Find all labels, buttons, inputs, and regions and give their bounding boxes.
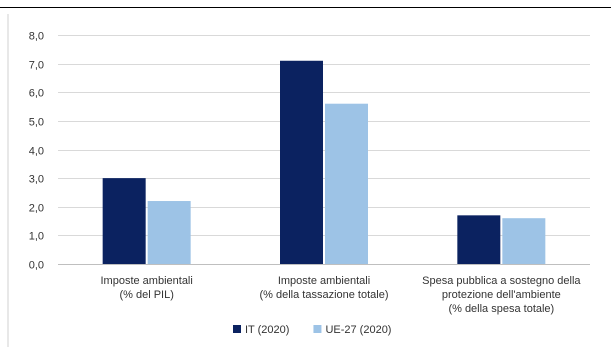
y-tick-label: 6,0 bbox=[29, 88, 44, 100]
y-tick-label: 5,0 bbox=[29, 117, 44, 129]
bar-it bbox=[280, 60, 323, 265]
y-tick-label: 1,0 bbox=[29, 231, 44, 243]
legend-swatch bbox=[233, 325, 241, 333]
y-tick-label: 8,0 bbox=[29, 31, 44, 43]
x-category-label: Imposte ambientali bbox=[101, 275, 193, 287]
y-tick-label: 0,0 bbox=[29, 260, 44, 272]
x-category-label: protezione dell'ambiente bbox=[442, 289, 561, 301]
bar-ue27 bbox=[147, 201, 191, 264]
y-tick-label: 7,0 bbox=[29, 60, 44, 72]
bar-ue27 bbox=[502, 218, 546, 264]
bar-ue27 bbox=[325, 103, 368, 264]
y-tick-label: 3,0 bbox=[29, 174, 44, 186]
bar-it bbox=[102, 178, 146, 264]
top-rule bbox=[0, 7, 611, 8]
x-category-label: (% del PIL) bbox=[119, 289, 173, 301]
y-tick-label: 4,0 bbox=[29, 146, 44, 158]
legend-label: UE-27 (2020) bbox=[325, 324, 391, 336]
bar-it bbox=[457, 215, 501, 264]
x-category-label: Imposte ambientali bbox=[278, 275, 370, 287]
x-category-label: (% della tassazione totale) bbox=[259, 289, 388, 301]
x-category-label: Spesa pubblica a sostegno della bbox=[422, 275, 581, 287]
legend-label: IT (2020) bbox=[245, 324, 289, 336]
x-category-label: (% della spesa totale) bbox=[448, 303, 554, 315]
y-tick-label: 2,0 bbox=[29, 203, 44, 215]
legend-swatch bbox=[313, 325, 322, 333]
